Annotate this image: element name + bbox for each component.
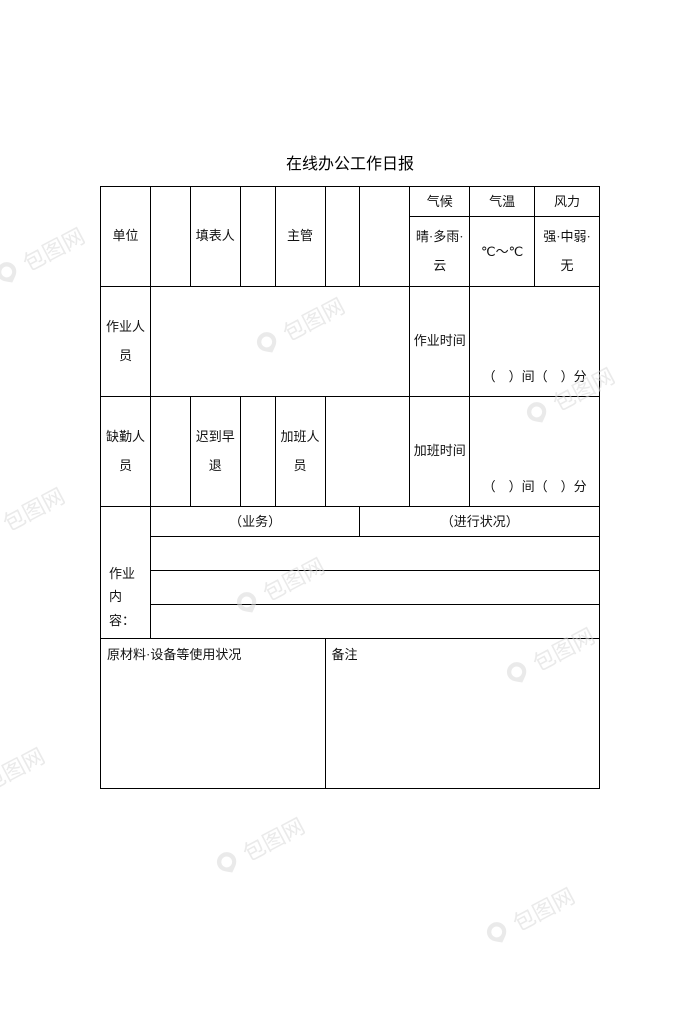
- temperature-value: ℃〜℃: [470, 217, 535, 287]
- overtime-time-value: （ ）间（ ）分: [470, 397, 600, 507]
- label-filler: 填表人: [190, 187, 240, 287]
- label-absent: 缺勤人员: [101, 397, 151, 507]
- form-title: 在线办公工作日报: [100, 150, 600, 174]
- label-unit: 单位: [101, 187, 151, 287]
- label-work-content: 作业内容：: [101, 507, 151, 639]
- box-materials: 原材料·设备等使用状况: [101, 639, 326, 789]
- work-time-value: （ ）间（ ）分: [470, 287, 600, 397]
- label-business: （业务）: [150, 507, 360, 537]
- label-work-time: 作业时间: [410, 287, 470, 397]
- content-row-3: [150, 605, 599, 639]
- label-overtime-workers: 加班人员: [275, 397, 325, 507]
- daily-report-table: 单位 填表人 主管 气候 气温 风力 晴·多雨·云 ℃〜℃ 强·中弱·无 作业人…: [100, 186, 600, 789]
- box-remarks: 备注: [325, 639, 600, 789]
- label-supervisor: 主管: [275, 187, 325, 287]
- value-late: [240, 397, 275, 507]
- label-wind: 风力: [535, 187, 600, 217]
- value-workers: [150, 287, 409, 397]
- label-progress: （进行状况）: [360, 507, 600, 537]
- value-supervisor: [325, 187, 360, 287]
- value-overtime-workers: [325, 397, 410, 507]
- content-row-1: [150, 537, 599, 571]
- content-row-2: [150, 571, 599, 605]
- label-temperature: 气温: [470, 187, 535, 217]
- wind-options: 强·中弱·无: [535, 217, 600, 287]
- value-filler: [240, 187, 275, 287]
- label-overtime-time: 加班时间: [410, 397, 470, 507]
- weather-options: 晴·多雨·云: [410, 217, 470, 287]
- value-blank: [360, 187, 410, 287]
- label-late: 迟到早退: [190, 397, 240, 507]
- value-absent: [150, 397, 190, 507]
- label-workers: 作业人员: [101, 287, 151, 397]
- label-weather: 气候: [410, 187, 470, 217]
- value-unit: [150, 187, 190, 287]
